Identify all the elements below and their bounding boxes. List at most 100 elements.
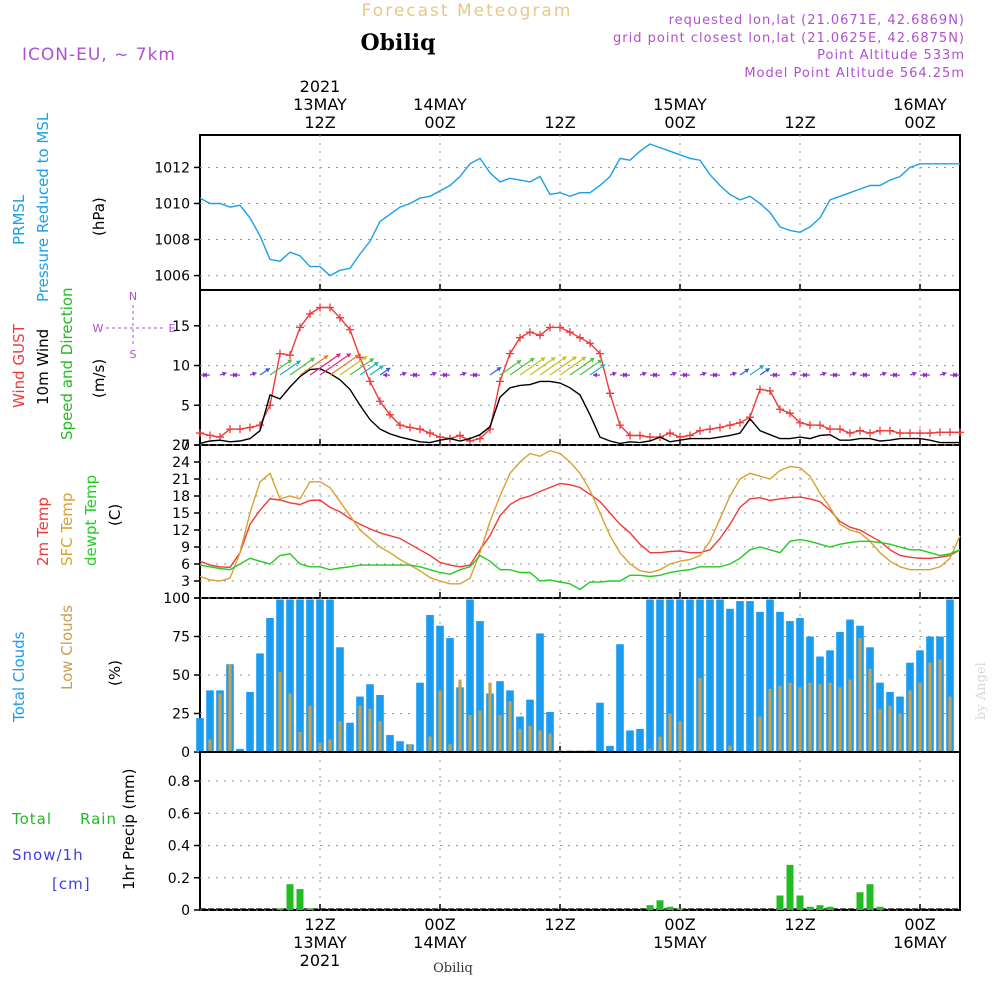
series-line-dewpt-temp: [199, 538, 961, 591]
gust-marker: [806, 421, 814, 430]
ytick-label: 6: [181, 557, 190, 573]
rain-bar: [646, 905, 654, 910]
wind-arrow-head: [431, 371, 437, 377]
wind-arrow-head: [863, 372, 867, 378]
rain-bar: [296, 889, 304, 910]
gust-marker: [796, 418, 804, 427]
ytick-label: 1010: [154, 196, 190, 212]
low-cloud-bar: [848, 679, 852, 752]
gust-marker: [716, 423, 724, 432]
gust-marker: [666, 429, 674, 438]
total-cloud-bar: [546, 711, 554, 752]
wind-arrow-head: [309, 357, 315, 363]
low-cloud-bar: [408, 744, 412, 752]
gust-marker: [566, 328, 574, 337]
wind-arrow: [499, 359, 522, 376]
ytick-label: 0.8: [168, 774, 190, 790]
wind-arrow-head: [496, 367, 502, 372]
total-cloud-bar: [336, 647, 344, 752]
gust-marker: [516, 333, 524, 342]
bottom-time-label: 14MAY: [413, 933, 467, 952]
low-cloud-bar: [698, 678, 702, 752]
total-cloud-bar: [396, 741, 404, 752]
total-cloud-bar: [296, 599, 304, 752]
wind-arrow-head: [803, 372, 807, 378]
low-cloud-bar: [378, 721, 382, 752]
gust-marker: [586, 339, 594, 348]
wind-arrow-head: [765, 368, 770, 373]
low-cloud-bar: [948, 696, 952, 752]
gust-marker: [496, 377, 504, 386]
rain-bar: [816, 905, 824, 910]
wind-arrow-head: [773, 372, 777, 378]
gust-marker: [576, 333, 584, 342]
top-time-label: 12Z: [544, 113, 575, 132]
ytick-label: 50: [172, 668, 190, 684]
low-cloud-bar: [668, 713, 672, 752]
location-name: Obiliq: [360, 30, 435, 56]
total-cloud-bar: [236, 748, 244, 752]
top-time-label: 13MAY: [293, 95, 347, 114]
low-cloud-bar: [508, 701, 512, 752]
total-cloud-bar: [306, 599, 314, 752]
total-cloud-bar: [326, 599, 334, 752]
wind-arrow-head: [641, 371, 647, 377]
ytick-label: 0: [181, 903, 190, 919]
low-cloud-bar: [808, 682, 812, 752]
gust-marker: [946, 428, 954, 437]
rain-bar: [306, 908, 314, 910]
total-cloud-bar: [476, 621, 484, 752]
wind-arrow-head: [671, 371, 677, 377]
low-cloud-bar: [658, 736, 662, 752]
low-cloud-bar: [328, 739, 332, 752]
gust-marker: [606, 389, 614, 398]
low-cloud-bar: [318, 742, 322, 752]
gust-marker: [846, 429, 854, 438]
wind-arrow-head: [378, 365, 384, 370]
dewpt-label: dewpt Temp: [82, 475, 100, 566]
top-time-label: 00Z: [424, 113, 455, 132]
prmsl-label: PRMSL: [10, 194, 28, 245]
wind-arrow-head: [731, 371, 737, 377]
snow-unit-label: [cm]: [52, 875, 91, 893]
prmsl-unit-label: (hPa): [90, 197, 108, 236]
low-cloud-bar: [898, 713, 902, 752]
wind-arrow-head: [413, 372, 417, 378]
rain-bar: [826, 906, 834, 910]
gust-marker: [916, 429, 924, 438]
gust-marker: [286, 351, 294, 360]
wind-arrow-head: [443, 372, 447, 378]
wind-arrow: [329, 354, 360, 376]
total-rain-label-b: Rain: [80, 810, 117, 828]
total-cloud-bar: [426, 614, 434, 752]
low-cloud-bar: [918, 682, 922, 752]
gust-marker: [766, 386, 774, 395]
bottom-time-label: 00Z: [664, 915, 695, 934]
total-cloud-bar: [596, 702, 604, 752]
gust-marker: [616, 421, 624, 430]
wind-arrow-head: [461, 371, 467, 377]
low-cloud-bar: [798, 687, 802, 752]
wind-arrow: [349, 357, 375, 376]
rain-bar: [286, 884, 294, 910]
total-cloud-bar: [736, 601, 744, 752]
wind-arrow-head: [233, 372, 237, 378]
ytick-label: 3: [181, 574, 190, 590]
wind-arrow-head: [893, 372, 897, 378]
wind-arrow-head: [701, 371, 707, 377]
low-cloud-bar: [298, 731, 302, 752]
low-cloud-bar: [678, 721, 682, 752]
low-cloud-bar: [288, 693, 292, 752]
panels-layer: 1006100810101012051015036912151821242702…: [154, 77, 964, 970]
wind-arrow-head: [540, 357, 546, 362]
gust-marker: [926, 429, 934, 438]
low-cloud-bar: [648, 748, 652, 752]
total-cloud-bar: [796, 618, 804, 752]
gust-marker: [326, 303, 334, 312]
low-cloud-bar: [498, 715, 502, 752]
gust-marker: [856, 426, 864, 435]
total-cloud-bar: [626, 730, 634, 752]
wind-arrow: [549, 355, 577, 376]
wind-unit-label: (m/s): [90, 359, 108, 398]
